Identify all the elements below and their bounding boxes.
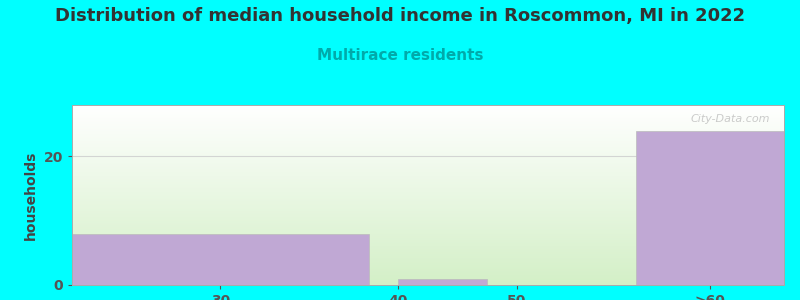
- Text: Distribution of median household income in Roscommon, MI in 2022: Distribution of median household income …: [55, 8, 745, 26]
- Text: Multirace residents: Multirace residents: [317, 48, 483, 63]
- Bar: [72, 234, 369, 285]
- Bar: [636, 131, 784, 285]
- Y-axis label: households: households: [24, 150, 38, 240]
- Text: City-Data.com: City-Data.com: [690, 114, 770, 124]
- Bar: [398, 279, 487, 285]
